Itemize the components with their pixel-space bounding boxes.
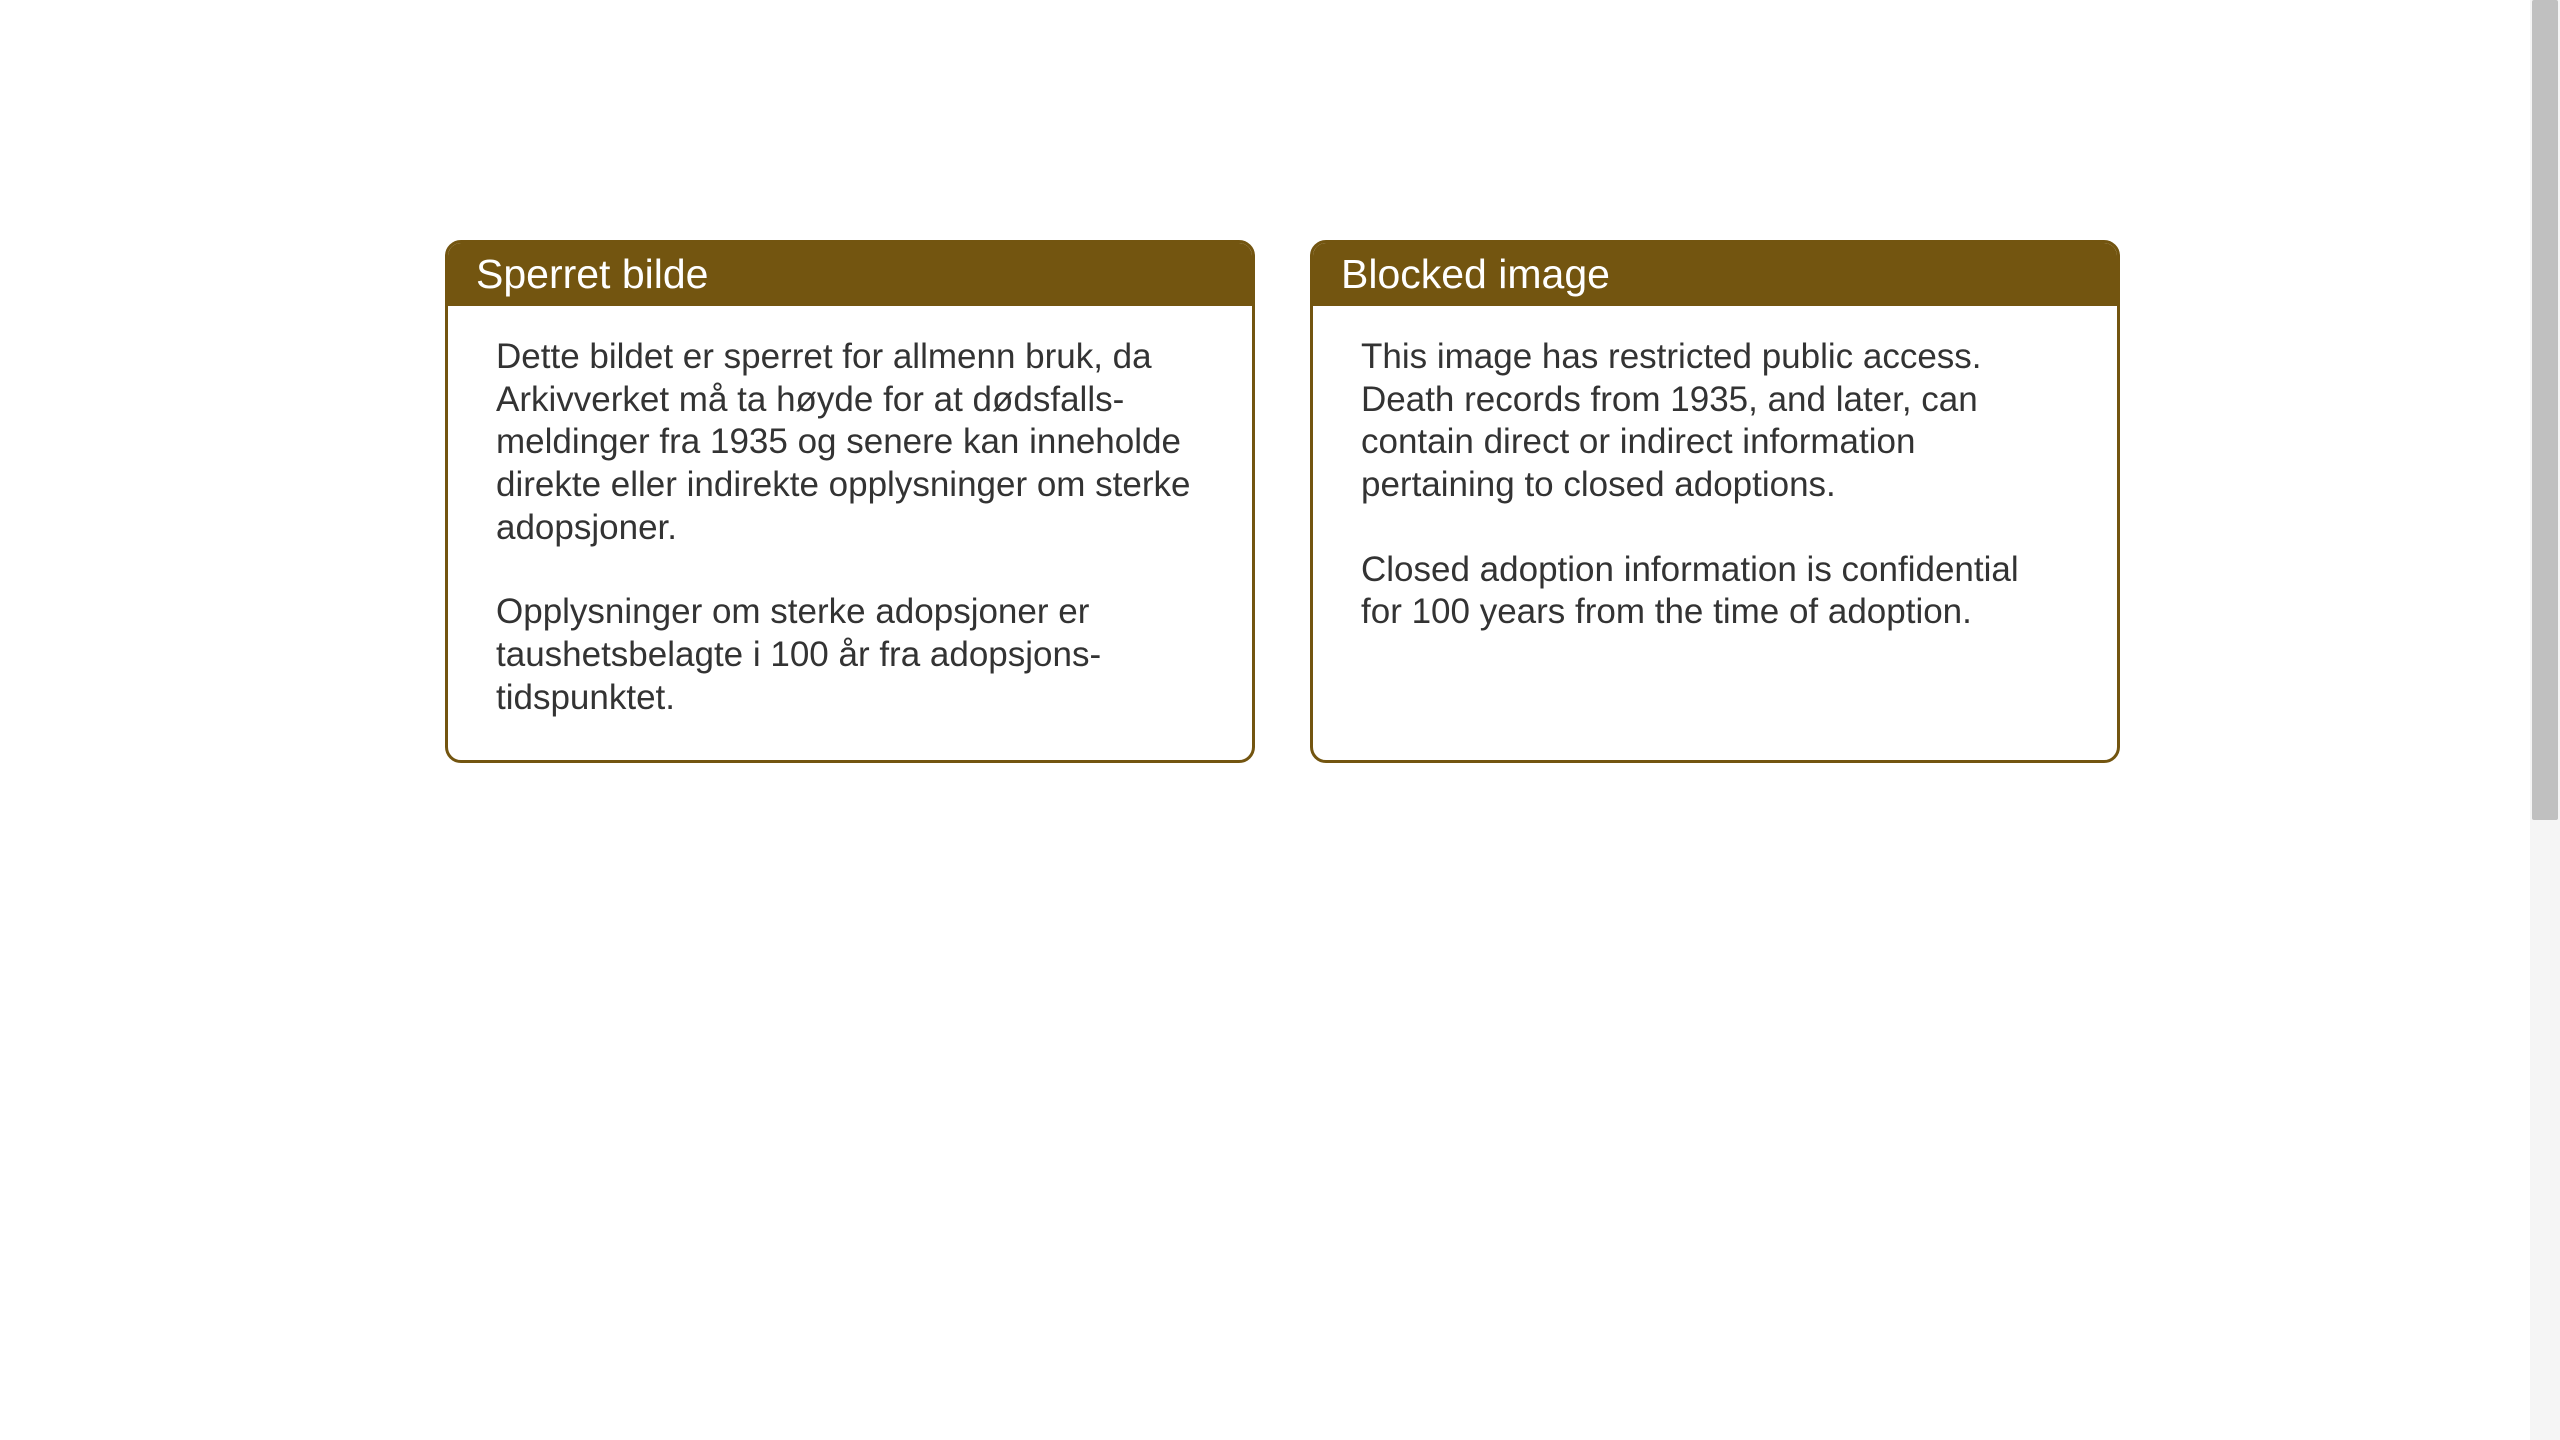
notice-paragraph-1-norwegian: Dette bildet er sperret for allmenn bruk…	[496, 336, 1204, 549]
scrollbar-track[interactable]	[2530, 0, 2560, 1440]
notice-paragraph-1-english: This image has restricted public access.…	[1361, 336, 2069, 507]
notice-header-english: Blocked image	[1313, 243, 2117, 306]
notice-body-norwegian: Dette bildet er sperret for allmenn bruk…	[448, 306, 1252, 760]
notice-header-norwegian: Sperret bilde	[448, 243, 1252, 306]
notice-card-norwegian: Sperret bilde Dette bildet er sperret fo…	[445, 240, 1255, 763]
notice-container: Sperret bilde Dette bildet er sperret fo…	[445, 240, 2120, 763]
notice-paragraph-2-norwegian: Opplysninger om sterke adopsjoner er tau…	[496, 591, 1204, 719]
notice-card-english: Blocked image This image has restricted …	[1310, 240, 2120, 763]
notice-body-english: This image has restricted public access.…	[1313, 306, 2117, 674]
scrollbar-thumb[interactable]	[2532, 0, 2558, 820]
notice-paragraph-2-english: Closed adoption information is confident…	[1361, 549, 2069, 634]
